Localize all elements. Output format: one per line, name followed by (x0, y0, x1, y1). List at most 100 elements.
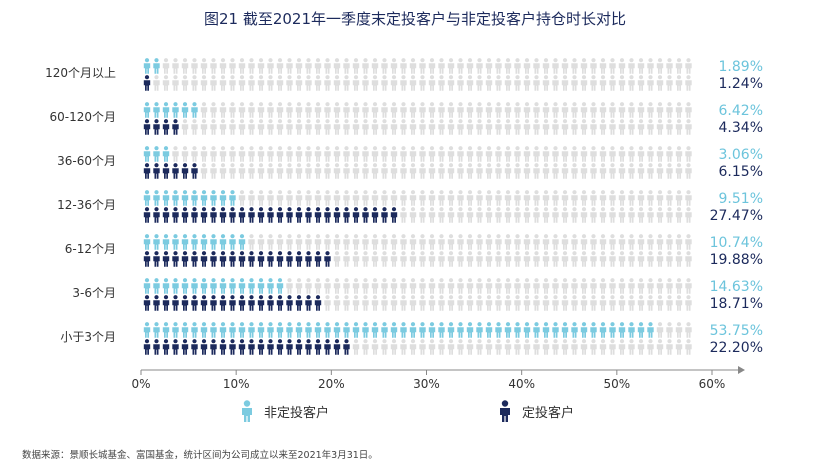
person-icon-empty (580, 102, 588, 118)
person-icon-empty (324, 163, 331, 179)
person-icon-empty (628, 339, 635, 355)
person-icon-sip (324, 339, 331, 355)
person-icon-empty (666, 119, 673, 135)
person-icon-non-sip (257, 278, 265, 294)
person-icon-sip (143, 251, 151, 267)
person-icon-empty (238, 119, 246, 135)
person-icon-empty (295, 75, 303, 91)
pictogram-row-non-sip (143, 234, 692, 250)
person-icon-non-sip (229, 234, 236, 250)
person-icon-empty (542, 102, 550, 118)
person-icon-non-sip (428, 322, 436, 338)
person-icon-empty (409, 163, 417, 179)
person-icon-empty (438, 163, 445, 179)
person-icon-non-sip (476, 322, 483, 338)
person-icon-empty (666, 278, 673, 294)
person-icon-empty (371, 146, 379, 162)
person-icon-empty (352, 234, 360, 250)
person-icon-empty (352, 163, 360, 179)
person-icon-empty (428, 339, 436, 355)
person-icon-empty (238, 163, 246, 179)
person-icon-empty (400, 190, 407, 206)
person-icon-non-sip (229, 190, 236, 206)
person-icon-empty (599, 339, 607, 355)
person-icon-empty (447, 119, 455, 135)
person-icon-empty (618, 278, 626, 294)
person-icon-empty (238, 75, 246, 91)
person-icon-empty (685, 190, 692, 206)
person-icon-empty (523, 190, 531, 206)
person-icon-empty (571, 190, 578, 206)
person-icon-empty (666, 251, 673, 267)
person-icon-empty (248, 190, 255, 206)
person-icon-empty (210, 119, 217, 135)
person-icon-empty (381, 146, 388, 162)
person-icon-empty (476, 251, 483, 267)
person-icon-empty (390, 190, 398, 206)
person-icon-empty (618, 295, 626, 311)
person-icon-sip (343, 339, 350, 355)
person-icon-empty (362, 75, 369, 91)
person-icon-empty (466, 163, 474, 179)
person-icon-empty (390, 339, 398, 355)
person-icon-empty (476, 339, 483, 355)
person-icon-empty (552, 278, 559, 294)
person-icon-empty (419, 251, 426, 267)
person-icon-empty (580, 234, 588, 250)
person-icon-sip (191, 163, 198, 179)
person-icon-empty (637, 190, 645, 206)
person-icon-empty (305, 190, 312, 206)
person-icon-non-sip (580, 322, 588, 338)
person-icon-empty (400, 278, 407, 294)
person-icon-empty (514, 190, 521, 206)
person-icon-empty (210, 75, 217, 91)
person-icon-empty (637, 163, 645, 179)
person-icon-empty (200, 58, 208, 74)
person-icon-empty (305, 163, 312, 179)
person-icon-empty (172, 58, 179, 74)
person-icon-non-sip (143, 190, 151, 206)
person-icon-empty (172, 146, 179, 162)
person-icon-empty (542, 146, 550, 162)
person-icon-empty (685, 234, 692, 250)
person-icon-empty (675, 163, 683, 179)
legend-label-sip: 定投客户 (522, 405, 575, 421)
person-icon-non-sip (143, 234, 151, 250)
person-icon-sip (324, 251, 331, 267)
person-icon-empty (238, 190, 246, 206)
person-icon-empty (276, 146, 284, 162)
person-icon-empty (656, 295, 664, 311)
person-icon-empty (514, 339, 521, 355)
person-icon-non-sip (200, 322, 208, 338)
person-icon-non-sip (191, 278, 198, 294)
person-icon-non-sip (286, 322, 293, 338)
person-icon-empty (257, 190, 265, 206)
person-icon-empty (257, 75, 265, 91)
person-icon-empty (656, 119, 664, 135)
person-icon-empty (485, 339, 493, 355)
person-icon-sip (172, 295, 179, 311)
value-label-non-sip: 10.74% (710, 235, 763, 251)
person-icon-sip (181, 163, 189, 179)
person-icon-empty (229, 58, 236, 74)
person-icon-sip (238, 295, 246, 311)
person-icon-empty (447, 278, 455, 294)
person-icon-empty (561, 278, 569, 294)
person-icon-empty (428, 102, 436, 118)
person-icon-empty (419, 207, 426, 223)
person-icon-empty (305, 278, 312, 294)
person-icon-non-sip (162, 102, 170, 118)
person-icon-empty (343, 251, 350, 267)
person-icon-empty (685, 75, 692, 91)
person-icon-sip (333, 339, 341, 355)
person-icon-empty (514, 163, 521, 179)
person-icon-empty (438, 295, 445, 311)
person-icon-empty (637, 58, 645, 74)
person-icon-empty (447, 58, 455, 74)
person-icon-empty (542, 295, 550, 311)
person-icon-empty (191, 75, 198, 91)
person-icon-empty (409, 295, 417, 311)
person-icon-non-sip (571, 322, 578, 338)
person-icon-empty (675, 58, 683, 74)
person-icon-empty (419, 163, 426, 179)
